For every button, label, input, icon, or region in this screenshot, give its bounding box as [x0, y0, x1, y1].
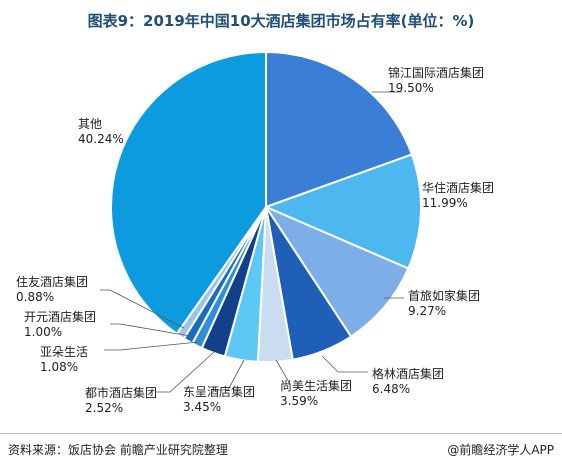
slice-name-label-4: 格林酒店集团	[372, 366, 444, 381]
slice-value-label-6: 3.45%	[183, 400, 221, 414]
slice-name-label-1: 锦江国际酒店集团	[388, 65, 484, 80]
slice-name-label-9: 开元酒店集团	[24, 309, 96, 324]
pie-slice-2	[263, 153, 422, 270]
slice-name-label-6: 东呈酒店集团	[183, 384, 255, 399]
leader-line-5	[275, 359, 291, 385]
slice-value-label-10: 0.88%	[16, 290, 54, 304]
leader-line-8	[104, 341, 199, 351]
slice-value-label-1: 19.50%	[388, 81, 434, 95]
leader-line-4	[321, 355, 368, 373]
slice-value-label-4: 6.48%	[372, 382, 410, 396]
slice-value-label-2: 11.99%	[422, 196, 468, 210]
leader-line-10	[100, 289, 185, 329]
slice-value-label-11: 40.24%	[78, 132, 124, 146]
pie-slice-1	[265, 50, 414, 209]
slice-name-label-10: 住友酒店集团	[16, 274, 88, 289]
leader-line-9	[110, 323, 191, 337]
slice-value-label-9: 1.00%	[24, 325, 62, 339]
leader-line-6	[212, 359, 245, 391]
slice-name-label-3: 首旅如家集团	[408, 288, 480, 303]
slice-value-label-3: 9.27%	[408, 304, 446, 318]
brand-credit: @前瞻经济学人APP	[447, 443, 554, 457]
source-note: 资料来源：饭店协会 前瞻产业研究院整理	[8, 443, 228, 457]
slice-value-label-7: 2.52%	[85, 401, 123, 415]
pie-slice-11	[110, 50, 267, 336]
slice-value-label-8: 1.08%	[40, 360, 78, 374]
slice-name-label-5: 尚美生活集团	[280, 378, 352, 393]
slice-name-label-7: 都市酒店集团	[85, 385, 157, 400]
pie-slice-3	[263, 204, 410, 338]
slice-name-label-11: 其他	[78, 117, 102, 131]
footer-divider	[0, 433, 562, 434]
leader-line-7	[156, 351, 215, 393]
chart-title: 图表9：2019年中国10大酒店集团市场占有率(单位：%)	[87, 12, 475, 30]
slice-name-label-8: 亚朵生活	[40, 345, 88, 359]
slice-value-label-5: 3.59%	[280, 394, 318, 408]
slice-name-label-2: 华住酒店集团	[422, 180, 494, 195]
